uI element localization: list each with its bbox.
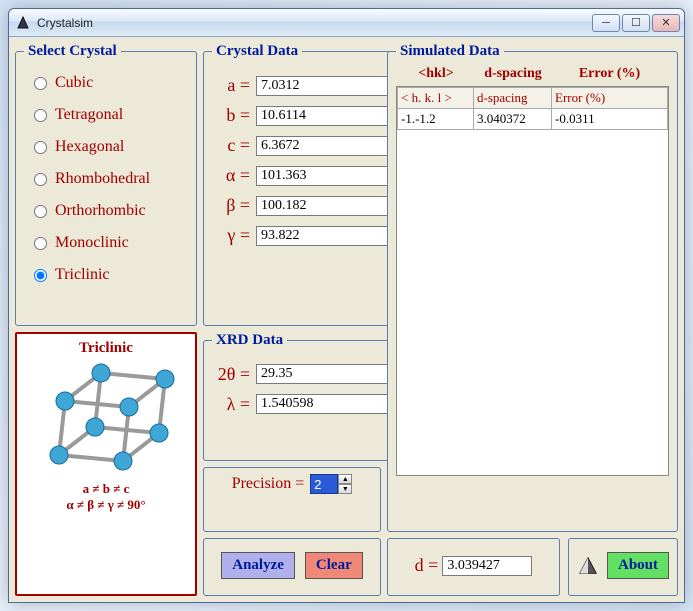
maximize-button[interactable]: ☐ — [622, 14, 650, 32]
crystal-radio-tetragonal[interactable]: Tetragonal — [34, 106, 186, 124]
crystal-radio-input[interactable] — [34, 109, 47, 122]
crystal-radio-input[interactable] — [34, 269, 47, 282]
crystal-radio-label: Tetragonal — [55, 106, 123, 124]
crystal-param-label-5: γ = — [212, 225, 250, 246]
crystal-illustration-card: Triclinic — [15, 332, 197, 597]
crystal-radio-input[interactable] — [34, 173, 47, 186]
crystal-radio-label: Rhombohedral — [55, 170, 150, 188]
crystal-radio-rhombohedral[interactable]: Rhombohedral — [34, 170, 186, 188]
xrd-param-label-0: 2θ = — [212, 364, 250, 385]
select-crystal-legend: Select Crystal — [24, 43, 121, 60]
precision-input[interactable] — [310, 474, 338, 494]
crystal-radio-label: Orthorhombic — [55, 202, 146, 220]
crystal-relation-text: a ≠ b ≠ c α ≠ β ≠ γ ≠ 90° — [66, 481, 145, 515]
precision-up-button[interactable]: ▲ — [338, 474, 352, 484]
action-group: Analyze Clear — [203, 538, 381, 597]
crystal-radio-list: Cubic Tetragonal Hexagonal Rhombohedral Orth… — [24, 66, 188, 288]
minimize-button[interactable]: ─ — [592, 14, 620, 32]
app-icon — [15, 15, 31, 31]
d-output[interactable] — [442, 556, 532, 576]
precision-down-button[interactable]: ▼ — [338, 484, 352, 494]
crystal-radio-hexagonal[interactable]: Hexagonal — [34, 138, 186, 156]
crystal-radio-input[interactable] — [34, 77, 47, 90]
titlebar[interactable]: Crystalsim ─ ☐ ✕ — [9, 9, 684, 37]
crystal-param-label-0: a = — [212, 75, 250, 96]
crystal-card-title: Triclinic — [79, 340, 133, 357]
simulated-table[interactable]: < h. k. l > d-spacing Error (%) -1.-1.23… — [396, 86, 669, 476]
precision-spinner[interactable]: ▲ ▼ — [310, 474, 352, 494]
bottom-right-row: d = About — [387, 538, 678, 597]
crystal-param-label-3: α = — [212, 165, 250, 186]
app-logo-icon — [577, 555, 599, 577]
simulated-data-legend: Simulated Data — [396, 43, 504, 60]
close-button[interactable]: ✕ — [652, 14, 680, 32]
crystal-structure-diagram — [31, 359, 181, 479]
app-window: Crystalsim ─ ☐ ✕ Select Crystal Cubic Tet… — [8, 8, 685, 603]
crystal-radio-monoclinic[interactable]: Monoclinic — [34, 234, 186, 252]
crystal-radio-cubic[interactable]: Cubic — [34, 74, 186, 92]
analyze-button[interactable]: Analyze — [221, 552, 295, 579]
crystal-radio-input[interactable] — [34, 205, 47, 218]
crystal-radio-label: Hexagonal — [55, 138, 124, 156]
crystal-radio-label: Cubic — [55, 74, 93, 92]
crystal-radio-label: Monoclinic — [55, 234, 129, 252]
crystal-radio-orthorhombic[interactable]: Orthorhombic — [34, 202, 186, 220]
precision-label: Precision = — [232, 475, 305, 493]
window-title: Crystalsim — [37, 16, 592, 30]
about-button[interactable]: About — [607, 552, 669, 579]
clear-button[interactable]: Clear — [305, 552, 363, 579]
about-group: About — [568, 538, 678, 597]
xrd-data-legend: XRD Data — [212, 332, 287, 349]
crystal-data-legend: Crystal Data — [212, 43, 302, 60]
crystal-radio-triclinic[interactable]: Triclinic — [34, 266, 186, 284]
simulated-data-group: Simulated Data <hkl> d-spacing Error (%)… — [387, 43, 678, 532]
table-row[interactable]: -1.-1.23.040372-0.0311 — [398, 109, 668, 130]
xrd-param-label-1: λ = — [212, 394, 250, 415]
crystal-param-label-1: b = — [212, 105, 250, 126]
crystal-param-label-2: c = — [212, 135, 250, 156]
crystal-param-label-4: β = — [212, 195, 250, 216]
precision-group: Precision = ▲ ▼ — [203, 467, 381, 532]
crystal-radio-label: Triclinic — [55, 266, 110, 284]
crystal-radio-input[interactable] — [34, 141, 47, 154]
client-area: Select Crystal Cubic Tetragonal Hexagonal R… — [9, 37, 684, 602]
select-crystal-group: Select Crystal Cubic Tetragonal Hexagonal R… — [15, 43, 197, 326]
crystal-radio-input[interactable] — [34, 237, 47, 250]
simulated-top-headers: <hkl> d-spacing Error (%) — [396, 66, 669, 86]
d-label: d = — [415, 555, 439, 576]
d-result-group: d = — [387, 538, 560, 597]
